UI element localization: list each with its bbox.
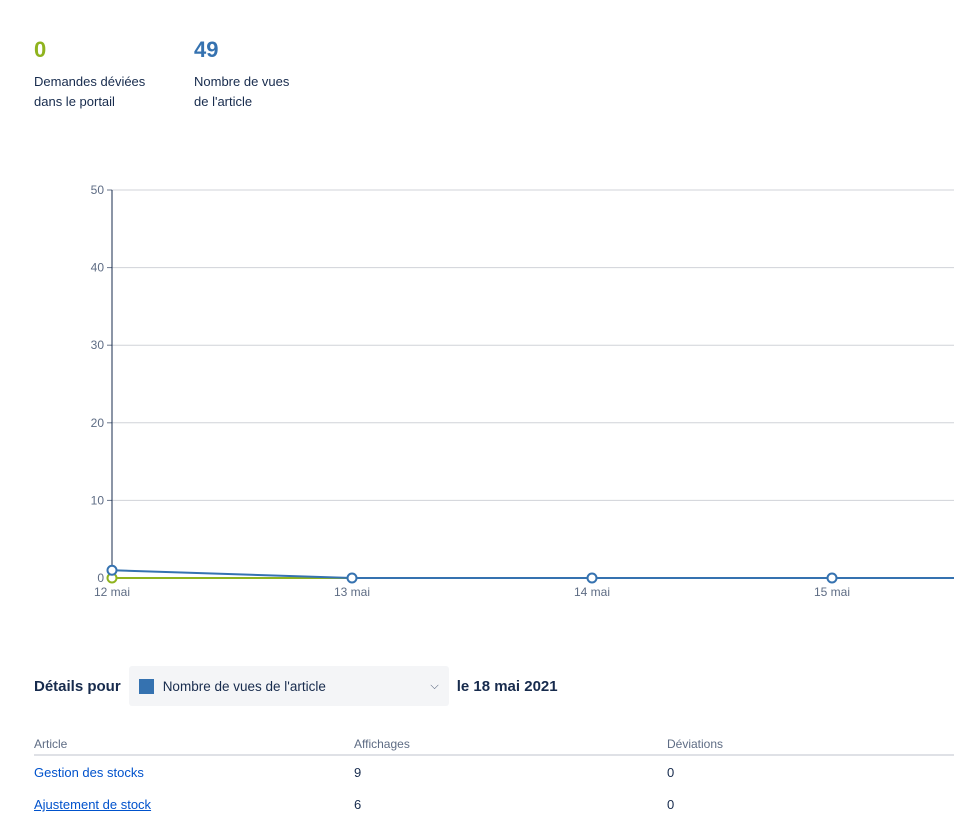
stat-label-line: Nombre de vues [194,74,290,89]
details-label: Détails pour [34,677,121,695]
deviations-cell: 0 [667,797,675,812]
column-header-views: Affichages [354,737,410,751]
stat-label: Demandes déviées dans le portail [34,72,174,112]
y-tick-label: 0 [97,571,104,585]
articles-table: Article Affichages Déviations Gestion de… [34,732,954,820]
x-tick-label: 12 mai [94,585,130,599]
y-tick-label: 30 [91,338,105,352]
y-tick-label: 40 [91,261,105,275]
column-header-article: Article [34,737,68,751]
views-cell: 6 [354,797,362,812]
stat-article-views: 49 Nombre de vues de l'article [194,36,334,112]
data-point [586,572,598,584]
x-tick-label: 15 mai [814,585,850,599]
x-tick-label: 14 mai [574,585,610,599]
table-header: Article Affichages Déviations [34,732,954,756]
table-row: Ajustement de stock 6 0 [34,788,954,820]
table-row: Gestion des stocks 9 0 [34,756,954,788]
data-point [346,572,358,584]
stat-deflected-requests: 0 Demandes déviées dans le portail [34,36,174,112]
metric-color-swatch [138,678,154,694]
y-tick-label: 10 [91,493,105,507]
y-tick-label: 50 [91,183,105,197]
stat-value: 49 [194,37,219,62]
y-tick-label: 20 [91,416,105,430]
stat-value: 0 [34,37,47,62]
details-date: le 18 mai 2021 [456,677,558,695]
details-bar: Détails pour Nombre de vues de l'article… [34,666,558,706]
column-header-deviations: Déviations [667,737,724,751]
metric-select[interactable]: Nombre de vues de l'article ⌵ [128,666,449,706]
metric-select-value: Nombre de vues de l'article [162,678,326,694]
chevron-down-icon: ⌵ [430,679,439,692]
data-point [106,564,118,576]
stat-label-line: de l'article [194,94,253,109]
deviations-cell: 0 [667,765,675,780]
article-link[interactable]: Ajustement de stock [34,797,152,812]
article-link[interactable]: Gestion des stocks [34,765,144,780]
line-chart: 0 10 20 30 40 50 12 mai 13 mai 14 mai 15 mai [91,183,954,599]
data-point [826,572,838,584]
x-tick-label: 13 mai [334,585,370,599]
views-cell: 9 [354,765,362,780]
stat-label: Nombre de vues de l'article [194,72,334,112]
stat-label-line: dans le portail [34,94,115,109]
stat-label-line: Demandes déviées [34,74,146,89]
